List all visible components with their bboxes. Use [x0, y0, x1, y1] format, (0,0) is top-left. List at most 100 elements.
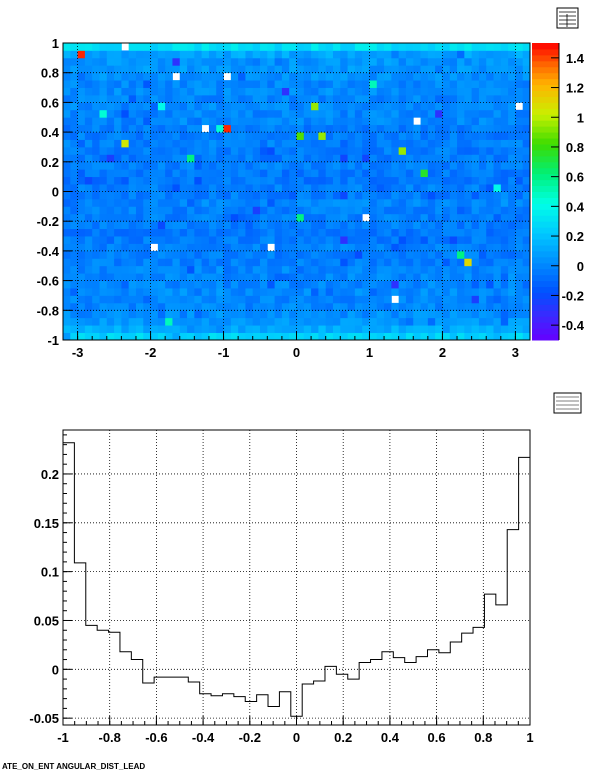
heatmap-cell: [245, 250, 254, 259]
heatmap-cell: [99, 50, 108, 59]
heatmap-cell: [332, 72, 341, 81]
heatmap-cell: [325, 43, 334, 51]
heatmap-cell: [427, 80, 436, 88]
heatmap-cell: [157, 236, 166, 244]
heatmap-cell: [435, 57, 443, 66]
heatmap-cell: [260, 80, 268, 88]
heatmap-cell: [442, 132, 451, 140]
heatmap-cell: [143, 72, 151, 81]
heatmap-cell: [325, 191, 334, 200]
heatmap-cell: [471, 80, 480, 88]
heatmap-cell: [478, 295, 487, 304]
heatmap-cell: [208, 206, 217, 215]
heatmap-cell: [398, 184, 407, 192]
heatmap-cell: [420, 317, 429, 326]
heatmap-cell: [340, 206, 348, 215]
heatmap-cell: [478, 258, 487, 267]
heatmap-cell: [99, 332, 108, 341]
heatmap-cell: [398, 169, 407, 178]
heatmap-cell: [332, 102, 341, 111]
heatmap-cell: [522, 146, 531, 155]
heatmap-cell: [121, 228, 130, 237]
heatmap-cell: [274, 191, 283, 200]
heatmap-cell: [384, 213, 392, 222]
heatmap-cell: [296, 109, 305, 118]
heatmap-cell: [486, 310, 494, 319]
heatmap-cell: [128, 43, 137, 51]
colorbar-tick-label: -0.4: [562, 318, 585, 333]
heatmap-cell: [208, 94, 217, 103]
colorbar-swatch: [532, 126, 559, 133]
heatmap-cell: [84, 295, 93, 304]
heatmap-cell: [114, 57, 122, 66]
colorbar-swatch: [532, 203, 559, 210]
heatmap-cell: [420, 206, 429, 215]
heatmap-cell: [318, 65, 327, 74]
heatmap-cell: [332, 258, 341, 267]
heatmap-cell: [281, 87, 290, 96]
heatmap-cell: [208, 169, 217, 178]
heatmap-cell: [354, 154, 363, 163]
heatmap-cell: [289, 72, 297, 81]
heatmap-cell: [274, 146, 283, 155]
heatmap-cell: [230, 72, 239, 81]
heatmap-cell: [457, 43, 465, 51]
heatmap-cell: [92, 221, 100, 230]
histogram-stats-box-icon[interactable]: [553, 392, 582, 414]
heatmap-cell: [384, 154, 392, 163]
heatmap-cell: [435, 288, 443, 296]
heatmap-cell: [522, 317, 531, 326]
heatmap-cell: [99, 94, 108, 103]
heatmap-cell: [121, 184, 130, 192]
heatmap-cell: [172, 87, 181, 96]
heatmap-cell: [179, 273, 188, 282]
heatmap-cell: [92, 169, 100, 178]
heatmap-cell: [325, 50, 334, 59]
heatmap-cell: [63, 221, 71, 230]
heatmap-cell: [99, 154, 108, 163]
heatmap-cell: [157, 109, 166, 118]
heatmap-cell: [92, 258, 100, 267]
heatmap-cell: [457, 280, 465, 289]
heatmap-cell: [172, 139, 181, 148]
heatmap-cell: [260, 191, 268, 200]
heatmap-cell: [325, 146, 334, 155]
heatmap-cell: [281, 213, 290, 222]
heatmap-cell: [260, 176, 268, 185]
heatmap-cell: [208, 310, 217, 319]
heatmap-cell: [376, 258, 385, 267]
heatmap-cell: [522, 258, 531, 267]
heatmap-cell: [413, 258, 421, 267]
heatmap-cell: [347, 43, 356, 51]
heatmap-cell: [369, 310, 378, 319]
heatmap-cell: [471, 332, 480, 341]
heatmap-cell: [63, 43, 71, 51]
heatmap-cell: [165, 325, 173, 333]
heatmap-cell: [354, 184, 363, 192]
heatmap-cell: [252, 176, 261, 185]
heatmap-cell: [471, 109, 480, 118]
heatmap-cell: [106, 94, 115, 103]
heatmap-cell: [508, 228, 516, 237]
heatmap-cell: [70, 243, 78, 252]
heatmap-cell: [318, 176, 327, 185]
colorbar-swatch: [532, 215, 559, 222]
heatmap-cell: [63, 243, 71, 252]
heatmap-cell: [325, 176, 334, 185]
heatmap-cell: [427, 317, 436, 326]
heatmap-cell: [391, 161, 400, 170]
heatmap-cell: [347, 288, 356, 296]
heatmap-cell: [325, 265, 334, 274]
heatmap-cell: [391, 184, 400, 192]
colorbar-swatch: [532, 191, 559, 198]
heatmap-cell: [413, 102, 421, 111]
heatmap-cell: [157, 146, 166, 155]
heatmap-cell: [486, 87, 494, 96]
heatmap-cell: [449, 302, 458, 311]
heatmap-cell: [369, 332, 378, 341]
heatmap-stats-box-icon[interactable]: [556, 7, 579, 29]
heatmap-cell: [405, 228, 414, 237]
heatmap-cell: [223, 132, 232, 140]
heatmap-cell: [522, 243, 531, 252]
heatmap-cell: [362, 250, 370, 259]
